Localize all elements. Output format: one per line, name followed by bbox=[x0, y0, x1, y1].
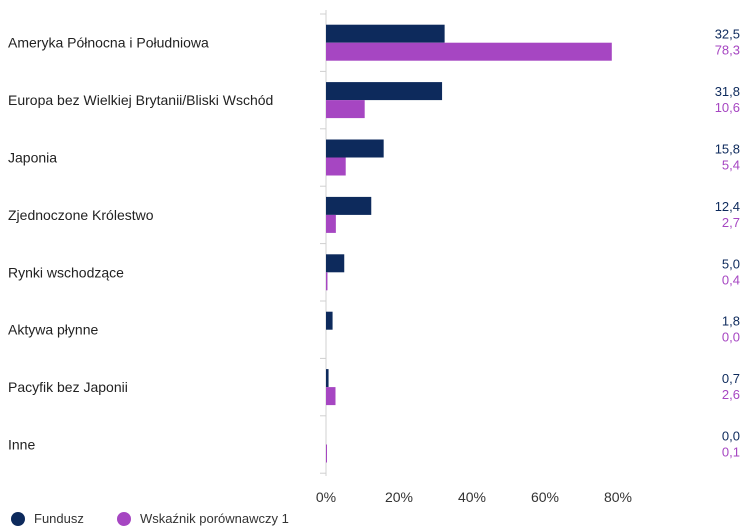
bar-fundusz bbox=[326, 24, 445, 43]
category-label: Europa bez Wielkiej Brytanii/Bliski Wsch… bbox=[8, 92, 273, 108]
value-label-wskaznik: 10,6 bbox=[715, 100, 740, 115]
value-label-wskaznik: 2,7 bbox=[722, 215, 740, 230]
bar-fundusz bbox=[326, 369, 329, 388]
value-label-fundusz: 15,8 bbox=[715, 142, 740, 157]
bar-wskaznik bbox=[326, 100, 365, 119]
value-label-wskaznik: 0,1 bbox=[722, 445, 740, 460]
category-label: Japonia bbox=[8, 150, 57, 166]
category-label: Ameryka Północna i Południowa bbox=[8, 35, 209, 51]
x-tick-label: 60% bbox=[531, 489, 559, 505]
value-label-wskaznik: 0,4 bbox=[722, 272, 740, 287]
legend-label-wskaznik: Wskaźnik porównawczy 1 bbox=[140, 511, 289, 526]
bar-fundusz bbox=[326, 254, 345, 273]
value-label-fundusz: 0,0 bbox=[722, 429, 740, 444]
bar-wskaznik bbox=[326, 42, 612, 61]
category-label: Rynki wschodzące bbox=[8, 264, 124, 280]
x-tick-label: 0% bbox=[316, 489, 336, 505]
value-label-fundusz: 32,5 bbox=[715, 27, 740, 42]
value-label-wskaznik: 78,3 bbox=[715, 43, 740, 58]
value-label-fundusz: 0,7 bbox=[722, 371, 740, 386]
value-label-wskaznik: 5,4 bbox=[722, 158, 740, 173]
value-label-wskaznik: 0,0 bbox=[722, 330, 740, 345]
bar-fundusz bbox=[326, 139, 384, 158]
value-label-fundusz: 31,8 bbox=[715, 84, 740, 99]
value-label-fundusz: 5,0 bbox=[722, 256, 740, 271]
category-label: Zjednoczone Królestwo bbox=[8, 207, 154, 223]
bar-wskaznik bbox=[326, 157, 346, 176]
x-tick-label: 80% bbox=[604, 489, 632, 505]
bar-wskaznik bbox=[326, 272, 328, 291]
category-label: Pacyfik bez Japonii bbox=[8, 379, 128, 395]
bar-fundusz bbox=[326, 82, 443, 101]
bar-fundusz bbox=[326, 196, 372, 215]
bar-wskaznik bbox=[326, 444, 327, 463]
legend-marker-wskaznik bbox=[117, 512, 131, 526]
category-label: Aktywa płynne bbox=[8, 322, 98, 338]
legend-label-fundusz: Fundusz bbox=[34, 511, 84, 526]
value-label-fundusz: 12,4 bbox=[715, 199, 740, 214]
value-label-wskaznik: 2,6 bbox=[722, 387, 740, 402]
category-label: Inne bbox=[8, 437, 35, 453]
bar-fundusz bbox=[326, 311, 333, 330]
bar-wskaznik bbox=[326, 387, 336, 406]
value-label-fundusz: 1,8 bbox=[722, 314, 740, 329]
x-tick-label: 20% bbox=[385, 489, 413, 505]
x-tick-label: 40% bbox=[458, 489, 486, 505]
bar-wskaznik bbox=[326, 214, 336, 233]
legend-marker-fundusz bbox=[11, 512, 25, 526]
